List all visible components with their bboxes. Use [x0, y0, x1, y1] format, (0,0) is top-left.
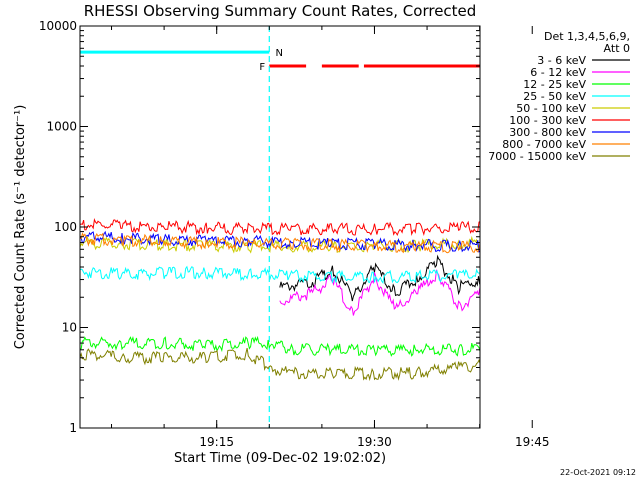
- plot-layer: [80, 26, 480, 428]
- legend-entry-label: 50 - 100 keV: [516, 102, 586, 115]
- legend-header-line2: Att 0: [604, 42, 630, 55]
- legend-entry-label: 3 - 6 keV: [537, 54, 586, 67]
- y-tick-label: 1000: [46, 120, 77, 134]
- legend-entry-label: 300 - 800 keV: [509, 126, 586, 139]
- x-tick-label: 19:45: [515, 435, 550, 449]
- y-tick-label: 100: [54, 220, 77, 234]
- flag-label-night: N: [276, 48, 283, 59]
- series-line-3: [80, 265, 480, 284]
- series-line-8: [80, 347, 480, 382]
- series-line-5: [80, 217, 480, 237]
- y-tick-label: 10: [62, 321, 77, 335]
- x-axis-label: Start Time (09-Dec-02 19:02:02): [174, 451, 386, 466]
- x-tick-label: 19:30: [357, 435, 392, 449]
- legend-entry-label: 800 - 7000 keV: [502, 138, 586, 151]
- legend-entry-label: 7000 - 15000 keV: [488, 150, 586, 163]
- y-tick-label: 10000: [39, 19, 77, 33]
- legend-entry-label: 6 - 12 keV: [530, 66, 586, 79]
- series-line-2: [80, 335, 480, 357]
- series-line-0: [279, 254, 480, 302]
- y-axis-label: Corrected Count Rate (s⁻¹ detector⁻¹): [13, 105, 28, 350]
- series-line-1: [279, 268, 480, 316]
- flag-label-flare: F: [259, 62, 265, 73]
- legend-entry-label: 100 - 300 keV: [509, 114, 586, 127]
- series-line-6: [80, 230, 480, 253]
- plot-frame: [79, 25, 481, 429]
- chart-title: RHESSI Observing Summary Count Rates, Co…: [84, 2, 477, 20]
- footer-date: 22-Oct-2021 09:12: [560, 468, 636, 477]
- legend-header-line1: Det 1,3,4,5,6,9,: [544, 30, 630, 43]
- x-tick-label: 19:15: [199, 435, 234, 449]
- y-tick-label: 1: [69, 421, 77, 435]
- legend-entry-label: 25 - 50 keV: [523, 90, 586, 103]
- legend-entry-label: 12 - 25 keV: [523, 78, 586, 91]
- series-line-7: [80, 232, 480, 254]
